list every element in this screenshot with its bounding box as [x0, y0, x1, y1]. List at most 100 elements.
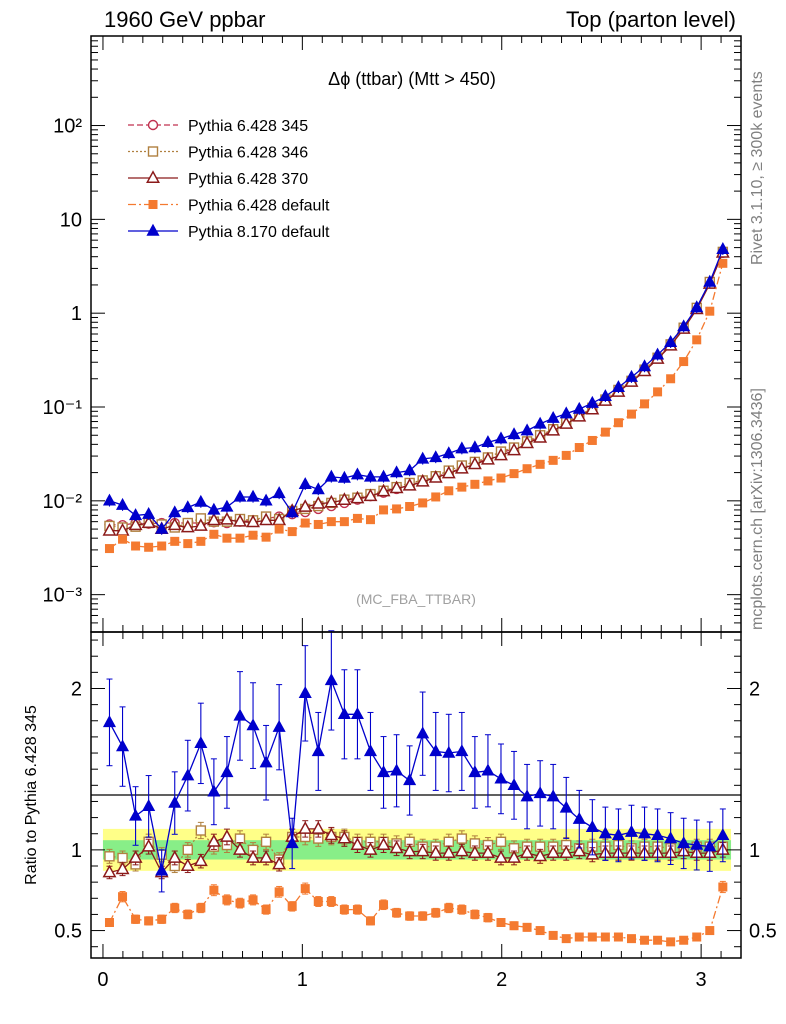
data-point [261, 532, 271, 542]
ratio-point [703, 839, 717, 852]
data-point [376, 469, 391, 482]
data-point [533, 430, 548, 443]
data-point [429, 450, 443, 463]
data-point [418, 498, 428, 508]
series-1-main [104, 246, 729, 533]
ratio-point [572, 843, 587, 857]
data-point [480, 451, 495, 465]
legend-marker [148, 200, 158, 209]
series-line-2 [109, 252, 724, 532]
ratio-point [390, 763, 404, 776]
ratio-point [206, 834, 221, 847]
ratio-point [365, 916, 375, 926]
data-point [379, 505, 389, 515]
ratio-point [194, 736, 208, 749]
series-2-ratio [104, 880, 728, 947]
ratio-point [415, 843, 430, 857]
ratio-point [183, 909, 193, 919]
data-point [168, 505, 182, 518]
ratio-point [170, 903, 180, 913]
ratio-point [339, 905, 349, 915]
ratio-point [405, 911, 415, 921]
ratio-point [324, 827, 339, 841]
data-point [104, 544, 114, 554]
ratio-plot-frame [90, 631, 742, 959]
main-x-axis-ticks [102, 36, 742, 632]
ratio-point [168, 795, 182, 808]
data-point [455, 441, 469, 454]
data-point [520, 423, 534, 436]
main-plot-panel: 10⁻³ 10⁻² 10⁻¹ 1 10 10² Δϕ (ttbar) (Mtt > 450… [43, 35, 742, 633]
data-point [298, 477, 312, 490]
ratio-point [535, 926, 545, 936]
data-point [572, 408, 587, 422]
ratio-point [640, 935, 650, 945]
data-point [677, 319, 691, 332]
ratio-point [128, 850, 143, 863]
data-point [690, 300, 704, 313]
ratio-point [259, 755, 273, 768]
series-3-main [104, 258, 728, 554]
data-point [509, 469, 519, 479]
data-point [206, 512, 221, 526]
data-point [705, 306, 715, 316]
data-point [716, 242, 730, 254]
ratio-point [585, 820, 599, 832]
data-point [272, 486, 286, 499]
ratio-point [287, 901, 297, 911]
data-point [365, 515, 375, 525]
data-point [118, 534, 128, 544]
legend-label: Pythia 6.428 346 [188, 145, 308, 162]
ratio-point [363, 744, 378, 757]
ratio-point [141, 838, 156, 852]
ratio-point [350, 837, 365, 850]
data-point [444, 486, 454, 496]
ratio-point [416, 726, 430, 739]
ratio-plot-marks [102, 630, 730, 947]
data-point [181, 500, 195, 513]
data-point [180, 519, 195, 533]
ratio-point [559, 800, 573, 813]
ratio-point [220, 765, 234, 778]
ratio-point [495, 836, 507, 848]
data-point [402, 477, 417, 491]
ratio-point [274, 887, 284, 897]
series-3-ratio [102, 630, 730, 893]
ratio-point [392, 908, 402, 918]
ratio-point [481, 763, 495, 776]
data-point [403, 463, 417, 476]
ratio-point [626, 934, 636, 944]
ratio-point [352, 905, 362, 915]
y-tick-label: 10⁻¹ [43, 397, 83, 419]
ratio-point [496, 917, 506, 927]
data-point [666, 374, 676, 384]
data-point [363, 488, 378, 502]
ratio-point [705, 926, 715, 936]
ratio-point [470, 909, 480, 919]
data-point [337, 470, 351, 483]
ratio-point [298, 821, 313, 834]
data-point [428, 470, 443, 483]
data-point [598, 389, 612, 402]
ratio-line-2 [108, 886, 724, 943]
data-point [483, 476, 493, 486]
ratio-y-tick-label-left: 1 [71, 840, 82, 862]
data-point [193, 518, 208, 531]
x-tick-label: 2 [496, 969, 507, 991]
ratio-point [546, 789, 560, 802]
ratio-point [167, 850, 182, 863]
ratio-point [337, 830, 352, 844]
x-tick-label: 0 [97, 969, 108, 991]
data-point [653, 387, 663, 397]
data-point [196, 536, 206, 546]
data-point [142, 506, 156, 519]
ratio-point [520, 845, 535, 859]
ratio-point [311, 821, 326, 834]
ratio-point [300, 884, 310, 894]
main-plot-title: Δϕ (ttbar) (Mtt > 450) [328, 69, 496, 89]
ratio-point [260, 836, 272, 848]
ratio-point [677, 836, 691, 849]
data-point [600, 427, 610, 437]
data-point [194, 494, 208, 507]
